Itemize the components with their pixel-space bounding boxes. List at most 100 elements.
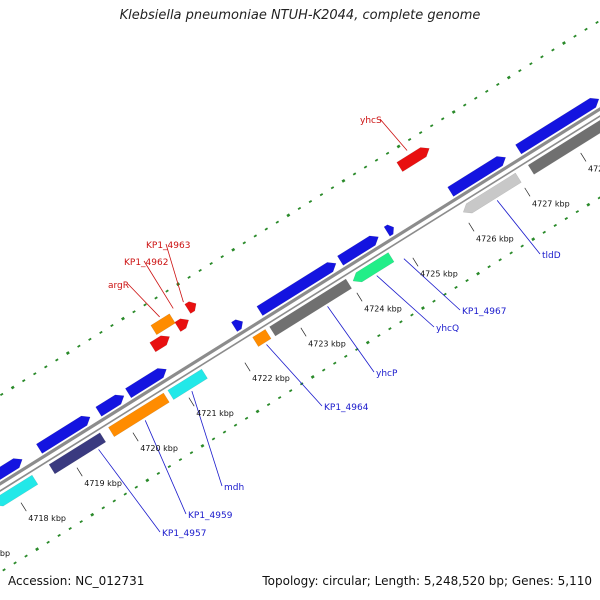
inner-dot bbox=[498, 258, 502, 262]
outer-dot bbox=[551, 48, 555, 52]
inner-dot bbox=[443, 292, 447, 296]
gene-label-kp1_4959: KP1_4959 bbox=[188, 511, 233, 521]
inner-dot bbox=[255, 409, 260, 414]
outer-dot bbox=[418, 131, 423, 135]
inner-dot bbox=[321, 368, 326, 372]
outer-dot bbox=[330, 186, 335, 190]
gene-orange-1 bbox=[108, 392, 170, 438]
outer-dot bbox=[573, 34, 577, 38]
outer-dot bbox=[55, 358, 59, 362]
inner-dot bbox=[123, 492, 128, 496]
inner-dot bbox=[112, 499, 117, 503]
outer-dot bbox=[595, 20, 599, 24]
gene-label-mdh: mdh bbox=[224, 483, 244, 493]
inner-dot bbox=[277, 396, 282, 400]
map-title: Klebsiella pneumoniae NTUH-K2044, comple… bbox=[119, 8, 481, 23]
callout-line bbox=[144, 420, 187, 515]
gene-forward-5 bbox=[256, 262, 337, 317]
gene-label-tldd: tldD bbox=[542, 251, 561, 261]
gene-forward-small bbox=[231, 319, 244, 332]
scale-tick-label: 4725 kbp bbox=[420, 269, 458, 278]
inner-dot bbox=[531, 237, 536, 242]
scale-tick-label: 4724 kbp bbox=[364, 304, 402, 313]
outer-dot bbox=[132, 310, 136, 314]
callout-line bbox=[143, 260, 174, 309]
scale-tick-label: 4718 kbp bbox=[28, 514, 66, 523]
outer-dot bbox=[10, 385, 15, 390]
outer-dot bbox=[286, 213, 291, 218]
inner-dot bbox=[432, 299, 436, 303]
inner-dot bbox=[57, 533, 61, 537]
inner-dot bbox=[465, 278, 469, 283]
inner-dot bbox=[222, 430, 227, 434]
gene-forward-1 bbox=[0, 458, 23, 481]
scale-tick-mark bbox=[580, 152, 587, 162]
gene-green bbox=[352, 252, 395, 283]
outer-dot bbox=[154, 296, 158, 300]
scale-tick-label: 4726 kbp bbox=[476, 234, 514, 243]
outer-dot bbox=[44, 365, 48, 369]
scale-tick-label: 4721 kbp bbox=[196, 409, 234, 418]
outer-dot bbox=[231, 247, 236, 252]
outer-dot bbox=[308, 199, 313, 204]
inner-dot bbox=[420, 306, 425, 310]
outer-dot bbox=[396, 144, 401, 149]
outer-dot bbox=[352, 172, 357, 176]
inner-dot bbox=[410, 313, 414, 317]
outer-dot bbox=[297, 206, 302, 210]
outer-dot bbox=[187, 275, 191, 279]
outer-dot bbox=[264, 227, 269, 231]
outer-dot bbox=[220, 255, 224, 259]
outer-dot bbox=[385, 151, 390, 155]
genome-backbone bbox=[0, 107, 600, 492]
gene-label-yhcs: yhcS bbox=[360, 116, 382, 126]
inner-dot bbox=[399, 320, 403, 324]
scale-ticks: 4717 kbp 4718 kbp 4719 kbp 4720 kbp 4721 kbp… bbox=[0, 152, 600, 558]
scale-tick-mark bbox=[76, 467, 83, 477]
scale-tick-mark bbox=[412, 257, 419, 267]
outer-dotted-circle bbox=[0, 20, 599, 396]
outer-dot bbox=[165, 289, 169, 293]
outer-dot bbox=[209, 261, 213, 266]
outer-dot bbox=[341, 178, 346, 183]
inner-dot bbox=[13, 561, 17, 565]
gene-lightgray bbox=[462, 172, 522, 214]
gene-label-kp1_4962: KP1_4962 bbox=[124, 258, 168, 268]
gene-red-yhcS bbox=[396, 147, 430, 172]
inner-dot bbox=[542, 230, 546, 234]
inner-dot bbox=[564, 216, 569, 221]
scale-tick-mark bbox=[244, 362, 251, 372]
gene-label-kp1_4963: KP1_4963 bbox=[146, 241, 190, 251]
gene-label-argr: argR bbox=[108, 281, 129, 291]
callout-line bbox=[127, 283, 160, 318]
outer-dot bbox=[22, 379, 26, 383]
inner-dot bbox=[101, 506, 105, 510]
outer-dot bbox=[363, 165, 368, 169]
gene-orange-argR bbox=[150, 313, 176, 336]
inner-dot bbox=[575, 210, 580, 214]
inner-dot bbox=[454, 285, 458, 289]
outer-dot bbox=[540, 55, 544, 59]
outer-dot bbox=[584, 27, 588, 31]
gene-gray-2 bbox=[527, 119, 600, 175]
scale-tick-label: 4720 kbp bbox=[140, 444, 178, 453]
inner-dot bbox=[68, 526, 72, 531]
outer-dot bbox=[474, 96, 478, 100]
callout-line bbox=[403, 258, 461, 311]
inner-dot bbox=[597, 196, 600, 200]
gene-forward-2 bbox=[35, 415, 91, 454]
inner-dot bbox=[79, 520, 83, 524]
inner-dot bbox=[134, 485, 139, 489]
gene-orange-small bbox=[252, 329, 272, 347]
outer-dot bbox=[518, 69, 522, 73]
gene-navy bbox=[48, 432, 107, 475]
outer-dot bbox=[451, 110, 456, 114]
gene-forward-6 bbox=[337, 235, 379, 266]
gene-features[interactable] bbox=[0, 97, 600, 507]
outer-dot bbox=[319, 193, 324, 197]
outer-dot bbox=[496, 82, 500, 86]
outer-dot bbox=[88, 337, 92, 341]
scale-tick-mark bbox=[468, 222, 475, 232]
scale-tick-label: 4728 kbp bbox=[588, 164, 600, 173]
